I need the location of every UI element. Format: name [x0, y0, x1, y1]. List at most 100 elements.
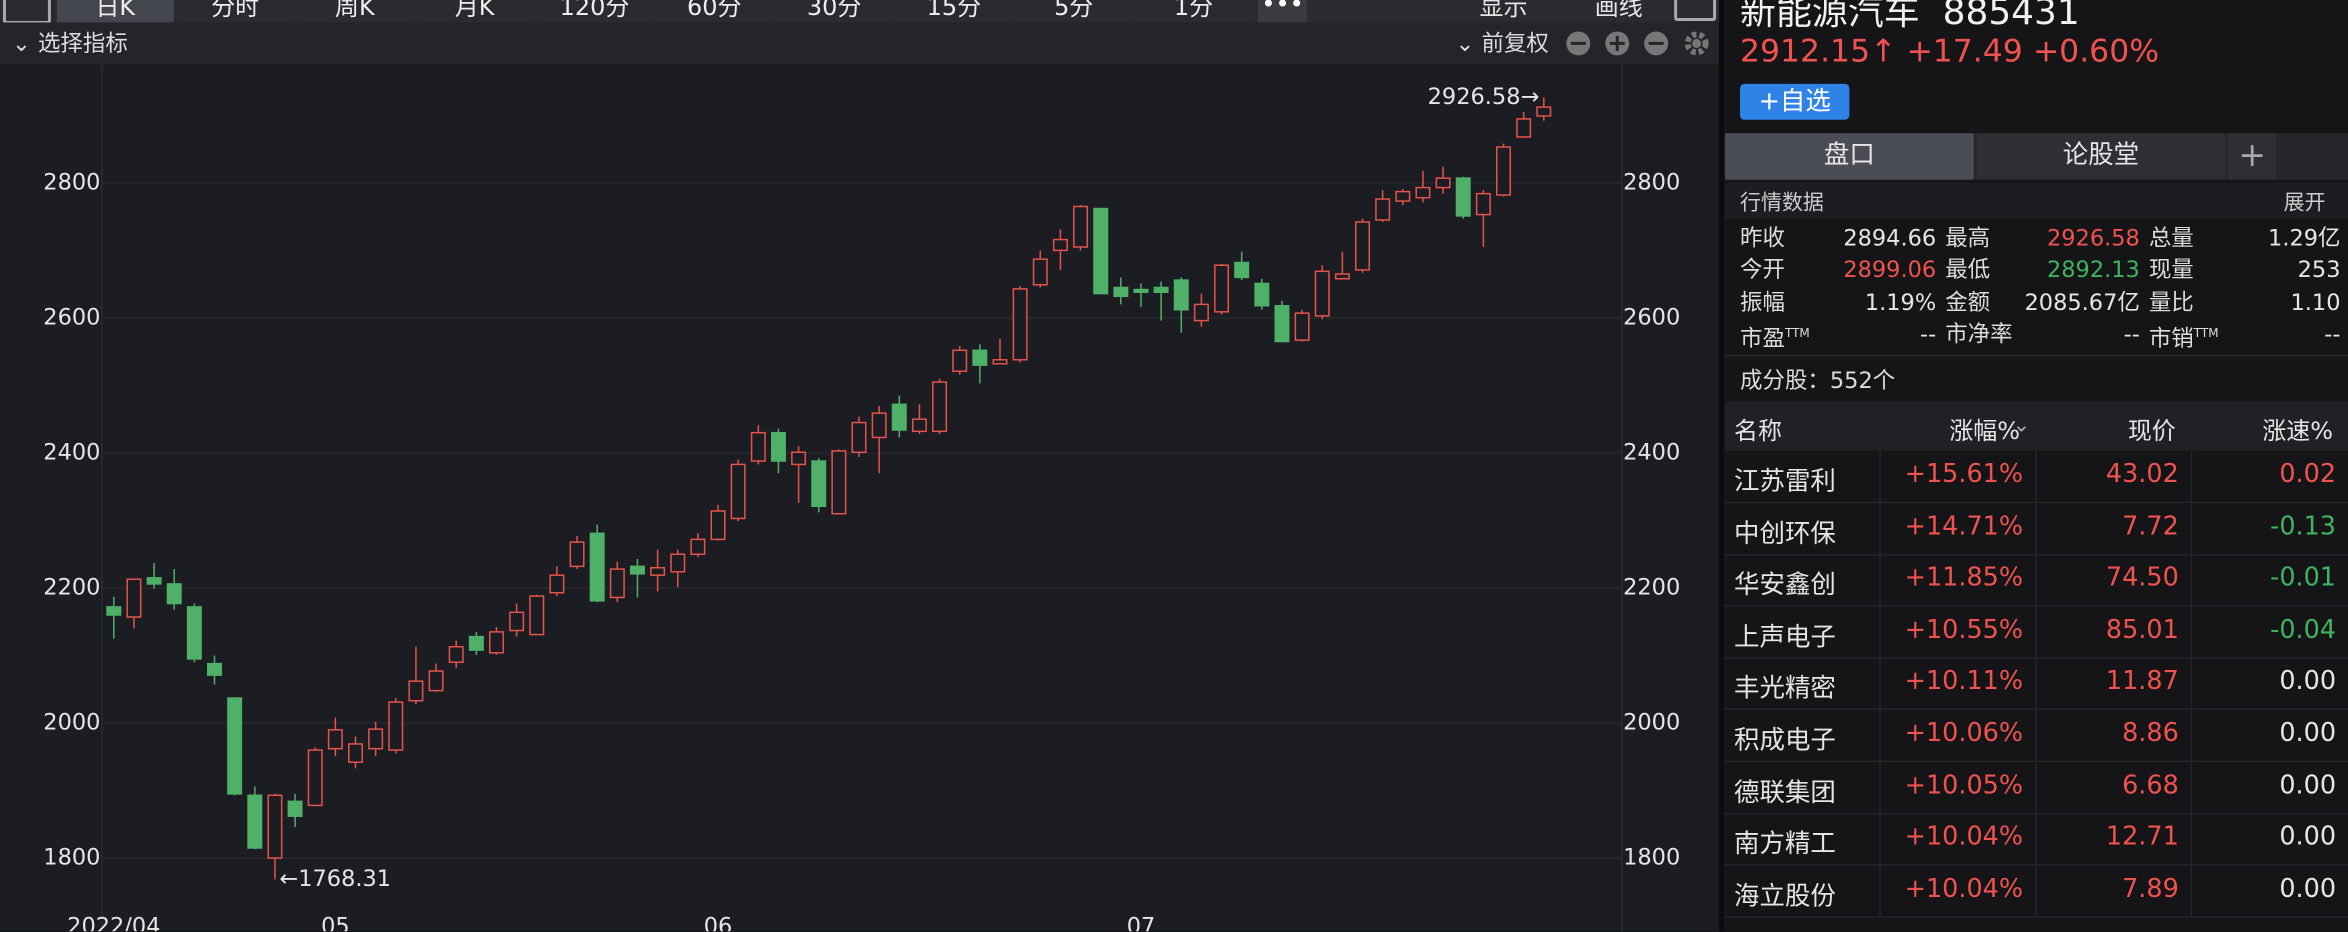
- period-tab-label: 1分: [1173, 0, 1214, 21]
- candle-body: [911, 418, 927, 433]
- period-tab[interactable]: [536, 0, 653, 23]
- window-icon[interactable]: [1674, 0, 1717, 21]
- stock-name-cell[interactable]: 南方精工: [1734, 829, 1836, 860]
- candle-body: [1173, 279, 1189, 311]
- candle-body: [1214, 264, 1230, 313]
- period-tab[interactable]: [1015, 0, 1133, 23]
- stock-code: 885431: [1942, 0, 2080, 33]
- expand-button[interactable]: 展开: [2283, 191, 2326, 216]
- column-divider: [2190, 709, 2193, 761]
- shrink[interactable]: [1644, 31, 1669, 56]
- period-tab[interactable]: [1135, 0, 1252, 23]
- market-value: 1.29亿: [2268, 224, 2341, 252]
- column-divider: [2035, 865, 2037, 917]
- period-tab-label: 120分: [559, 0, 630, 21]
- tab[interactable]: 论股堂: [1976, 133, 2226, 180]
- label-text: 最低: [1945, 256, 1991, 284]
- candle-body: [106, 606, 122, 616]
- column-divider: [1879, 657, 1881, 709]
- period-tab[interactable]: [655, 0, 773, 23]
- candle-body: [186, 606, 202, 660]
- table-cell: 43.02: [2105, 459, 2179, 490]
- y-tick-label: 2600: [43, 304, 100, 330]
- stock-name-cell[interactable]: 中创环保: [1734, 519, 1836, 549]
- period-tab-label: 5分: [1054, 0, 1094, 21]
- label-suffix: TTM: [1784, 326, 1810, 340]
- column-divider: [2190, 813, 2193, 865]
- market-value: --: [2123, 320, 2140, 348]
- table-cell: 0.00: [2279, 822, 2337, 853]
- column-header: 涨速%: [2262, 416, 2334, 445]
- zoom-in[interactable]: [1605, 31, 1630, 56]
- period-tab[interactable]: [416, 0, 534, 23]
- y-tick-label: 2000: [43, 710, 100, 736]
- column-divider: [2190, 761, 2193, 813]
- column-header: 现价: [2127, 416, 2176, 445]
- stock-name-cell[interactable]: 江苏雷利: [1734, 467, 1836, 498]
- stock-name-cell[interactable]: 华安鑫创: [1734, 570, 1836, 601]
- column-divider: [2190, 606, 2193, 658]
- column-divider: [2035, 554, 2037, 606]
- candle-body: [730, 463, 746, 520]
- column-divider: [2190, 554, 2193, 606]
- column-divider: [2035, 761, 2037, 813]
- stock-name-cell[interactable]: 积成电子: [1734, 726, 1836, 757]
- table-cell: +10.11%: [1904, 666, 2024, 697]
- watch-button[interactable]: +自选: [1740, 83, 1850, 120]
- display-menu[interactable]: 显示: [1479, 0, 1528, 21]
- zoom-out[interactable]: [1566, 31, 1591, 56]
- market-label: 市盈TTM: [1740, 319, 1810, 352]
- table-cell: 7.89: [2122, 874, 2179, 905]
- period-tab[interactable]: [775, 0, 893, 23]
- indicator-select[interactable]: ⌄ 选择指标: [11, 29, 128, 57]
- stock-name-cell[interactable]: 丰光精密: [1734, 674, 1836, 705]
- stock-name-cell[interactable]: 海立股份: [1734, 881, 1836, 912]
- column-divider: [2035, 813, 2037, 865]
- table-cell: 6.68: [2122, 770, 2179, 801]
- table-cell: +10.05%: [1904, 770, 2024, 801]
- candle-body: [1193, 303, 1209, 322]
- market-label: 金额: [1945, 287, 1990, 317]
- candle-body: [992, 359, 1008, 365]
- candle-body: [488, 631, 504, 654]
- period-tab-selected[interactable]: [56, 0, 174, 23]
- candle-body: [368, 728, 384, 750]
- column-divider: [1879, 865, 1881, 917]
- candle-body: [1375, 198, 1391, 221]
- draw-menu[interactable]: 画线: [1594, 0, 1643, 21]
- label-text: 市净率: [1945, 320, 2013, 348]
- low-label: ←1768.31: [279, 866, 391, 892]
- period-tab[interactable]: [176, 0, 294, 23]
- stock-name-cell[interactable]: 德联集团: [1734, 778, 1836, 809]
- row-divider: [1725, 657, 2348, 659]
- column-divider: [2035, 502, 2037, 554]
- column-divider: [2035, 450, 2037, 502]
- column-divider: [2035, 606, 2037, 658]
- row-divider: [1725, 605, 2348, 607]
- splitter[interactable]: [1719, 0, 1724, 932]
- candlestick-chart: 1800 1800 2000 2000 2200 2200 2400 2400 2600 2600…: [43, 64, 1681, 932]
- price: 2912.15↑: [1740, 32, 1897, 69]
- period-tab[interactable]: [296, 0, 414, 23]
- add-tab[interactable]: +: [2228, 133, 2277, 180]
- indicator-label: 选择指标: [37, 29, 128, 57]
- more-icon[interactable]: •••: [1257, 0, 1308, 23]
- column-divider: [2190, 450, 2193, 502]
- candle-body: [891, 403, 907, 431]
- candle-body: [1395, 190, 1411, 202]
- market-title: 行情数据: [1740, 191, 1824, 216]
- column-divider: [2035, 709, 2037, 761]
- adjust-select[interactable]: ⌄ 前复权: [1455, 29, 1549, 57]
- candle-body: [1073, 205, 1089, 248]
- label-text: 总量: [2148, 224, 2194, 252]
- stock-name-cell[interactable]: 上声电子: [1734, 622, 1836, 653]
- settings[interactable]: [1684, 31, 1709, 56]
- period-tab[interactable]: [895, 0, 1013, 23]
- candle-body: [670, 553, 686, 573]
- market-label: 振幅: [1740, 287, 1785, 317]
- candle-body: [1133, 288, 1149, 293]
- table-cell: 74.50: [2105, 563, 2179, 594]
- tab-selected[interactable]: 盘口: [1725, 133, 1974, 180]
- column-divider: [1879, 761, 1881, 813]
- candle-body: [650, 566, 666, 576]
